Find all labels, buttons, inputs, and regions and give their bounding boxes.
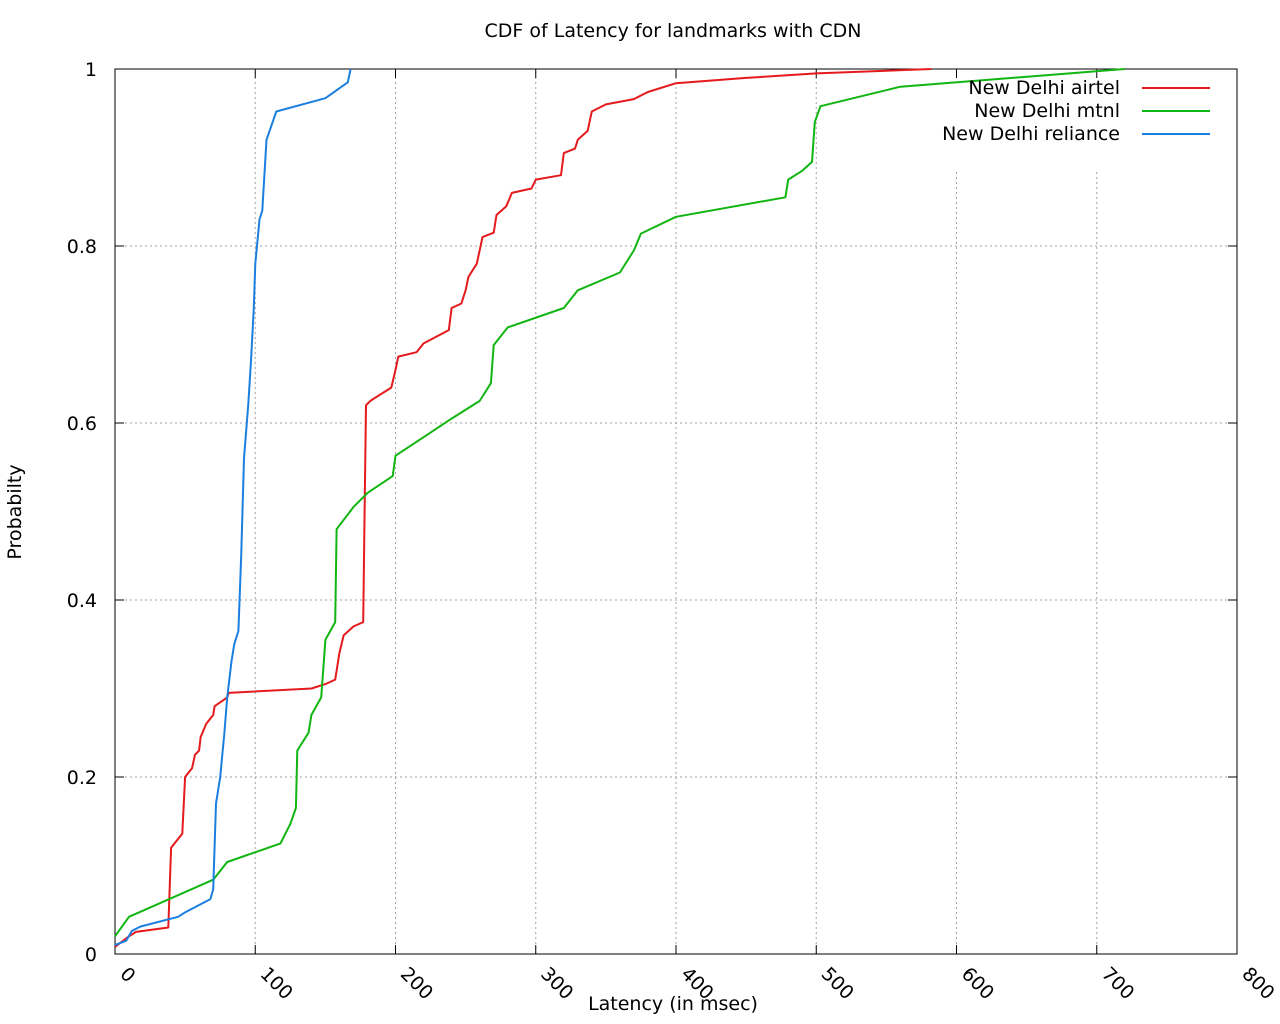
y-tick-label: 0.2: [67, 767, 97, 789]
y-tick-label: 1: [85, 59, 97, 81]
y-tick-label: 0.8: [67, 236, 97, 258]
x-tick-label: 500: [817, 963, 858, 1004]
x-axis-label: Latency (in msec): [588, 993, 758, 1015]
x-tick-label: 600: [957, 963, 998, 1004]
y-tick-label: 0.4: [67, 590, 97, 612]
y-tick-label: 0: [85, 944, 97, 966]
plot-frame: [114, 68, 1238, 955]
series-line-1: [114, 68, 932, 948]
series-lines: [114, 68, 1125, 948]
chart-title: CDF of Latency for landmarks with CDN: [485, 20, 862, 42]
x-tick-label: 0: [115, 963, 139, 987]
y-tick-label: 0.6: [67, 413, 97, 435]
legend-label-1: New Delhi airtel: [968, 77, 1120, 99]
x-tick-label: 800: [1237, 963, 1278, 1004]
x-tick-label: 700: [1097, 963, 1138, 1004]
x-tick-label: 300: [536, 963, 577, 1004]
grid-lines: [115, 69, 1237, 954]
y-axis-label: Probabilty: [4, 464, 26, 559]
x-tick-label: 100: [256, 963, 297, 1004]
series-line-2: [114, 68, 1125, 937]
series-line-3: [114, 68, 352, 947]
x-tick-label: 200: [396, 963, 437, 1004]
legend-label-3: New Delhi reliance: [942, 123, 1120, 145]
legend-label-2: New Delhi mtnl: [974, 100, 1120, 122]
